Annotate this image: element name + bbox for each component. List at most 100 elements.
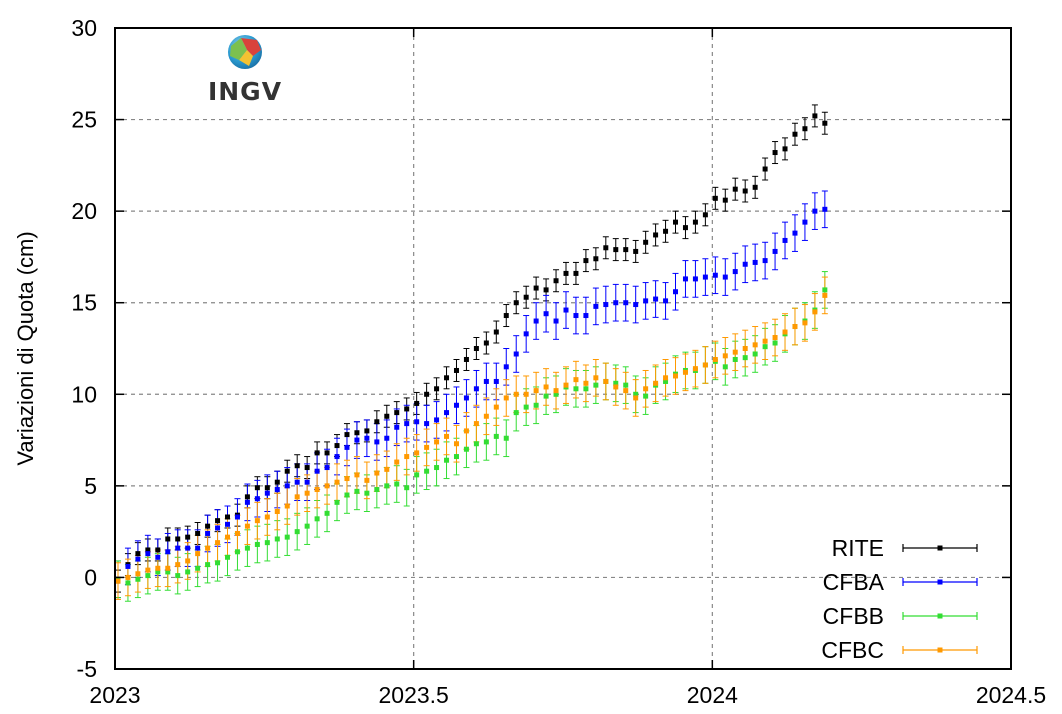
point-cfbb — [493, 433, 499, 439]
point-cfba — [444, 410, 450, 416]
point-cfbb — [195, 565, 201, 571]
point-cfbb — [513, 410, 519, 416]
point-cfba — [244, 499, 250, 505]
tick-labels: -5 0 5 10 15 20 25 30 2023 2023.5 2024 2024.5 — [71, 15, 1046, 708]
point-cfbb — [533, 402, 539, 408]
point-cfbc — [274, 508, 280, 514]
y-tick-label: -5 — [77, 656, 97, 682]
point-cfba — [394, 424, 400, 430]
point-cfbb — [244, 545, 250, 551]
point-rite — [135, 551, 141, 557]
point-rite — [264, 485, 270, 491]
y-tick-label: 10 — [71, 381, 97, 407]
point-cfbb — [463, 446, 469, 452]
point-cfbc — [344, 476, 350, 482]
point-cfba — [234, 514, 240, 520]
point-cfbc — [364, 477, 370, 483]
point-cfbc — [354, 472, 360, 478]
point-cfba — [215, 525, 221, 531]
point-cfba — [593, 303, 599, 309]
point-cfba — [324, 465, 330, 471]
point-cfbc — [185, 558, 191, 564]
point-rite — [294, 463, 300, 469]
point-cfbc — [254, 518, 260, 524]
point-cfbb — [414, 472, 420, 478]
point-cfbc — [424, 444, 430, 450]
point-cfbc — [812, 309, 818, 315]
point-rite — [224, 514, 230, 520]
ingv-logo: INGV — [208, 35, 281, 106]
point-cfbb — [762, 344, 768, 350]
point-cfbb — [503, 435, 509, 441]
point-cfbb — [215, 560, 221, 566]
legend-label-cfbb: CFBB — [823, 603, 884, 629]
point-cfba — [653, 296, 659, 302]
point-cfbc — [543, 384, 549, 390]
point-rite — [414, 400, 420, 406]
point-cfbc — [802, 320, 808, 326]
point-cfba — [732, 269, 738, 275]
point-rite — [244, 494, 250, 500]
point-rite — [543, 287, 549, 293]
point-cfbb — [264, 540, 270, 546]
point-cfba — [712, 272, 718, 278]
point-cfba — [264, 490, 270, 496]
point-cfbc — [722, 353, 728, 359]
point-rite — [195, 530, 201, 536]
point-cfbc — [205, 545, 211, 551]
point-cfbc — [314, 487, 320, 493]
point-cfba — [802, 219, 808, 225]
data-points — [115, 113, 828, 586]
point-rite — [692, 219, 698, 225]
point-rite — [712, 195, 718, 201]
x-tick-label: 2024.5 — [976, 682, 1046, 708]
point-cfbb — [822, 287, 828, 293]
point-cfba — [503, 364, 509, 370]
y-tick-label: 5 — [84, 473, 97, 499]
point-cfbc — [145, 567, 151, 573]
point-cfbc — [523, 391, 529, 397]
point-cfba — [822, 206, 828, 212]
point-rite — [613, 247, 619, 253]
point-cfbc — [583, 380, 589, 386]
point-cfbc — [613, 384, 619, 390]
point-rite — [215, 518, 221, 524]
point-cfbc — [165, 565, 171, 571]
point-cfba — [772, 248, 778, 254]
point-rite — [643, 239, 649, 245]
point-cfbb — [573, 386, 579, 392]
y-tick-label: 0 — [84, 564, 97, 590]
point-cfba — [573, 313, 579, 319]
x-tick-label: 2023.5 — [378, 682, 448, 708]
y-tick-label: 25 — [71, 107, 97, 133]
point-cfbc — [434, 439, 440, 445]
point-cfbb — [354, 488, 360, 494]
point-cfbb — [772, 340, 778, 346]
point-cfbb — [175, 573, 181, 579]
point-rite — [513, 300, 519, 306]
point-cfbc — [732, 349, 738, 355]
point-rite — [573, 270, 579, 276]
point-rite — [205, 523, 211, 529]
point-cfbb — [663, 378, 669, 384]
point-cfbc — [294, 494, 300, 500]
point-cfba — [533, 318, 539, 324]
point-rite — [444, 375, 450, 381]
point-cfba — [643, 298, 649, 304]
point-cfbc — [224, 534, 230, 540]
point-cfbc — [125, 574, 131, 580]
point-rite — [165, 536, 171, 542]
point-rite — [762, 166, 768, 172]
point-cfba — [513, 351, 519, 357]
point-cfba — [195, 545, 201, 551]
point-rite — [284, 468, 290, 474]
legend-marker-cfbc — [937, 647, 943, 653]
point-cfbc — [284, 503, 290, 509]
point-cfbc — [792, 324, 798, 330]
point-cfbb — [135, 576, 141, 582]
point-cfbb — [304, 523, 310, 529]
point-cfba — [473, 386, 479, 392]
point-rite — [603, 245, 609, 251]
point-rite — [633, 248, 639, 254]
point-cfba — [722, 274, 728, 280]
